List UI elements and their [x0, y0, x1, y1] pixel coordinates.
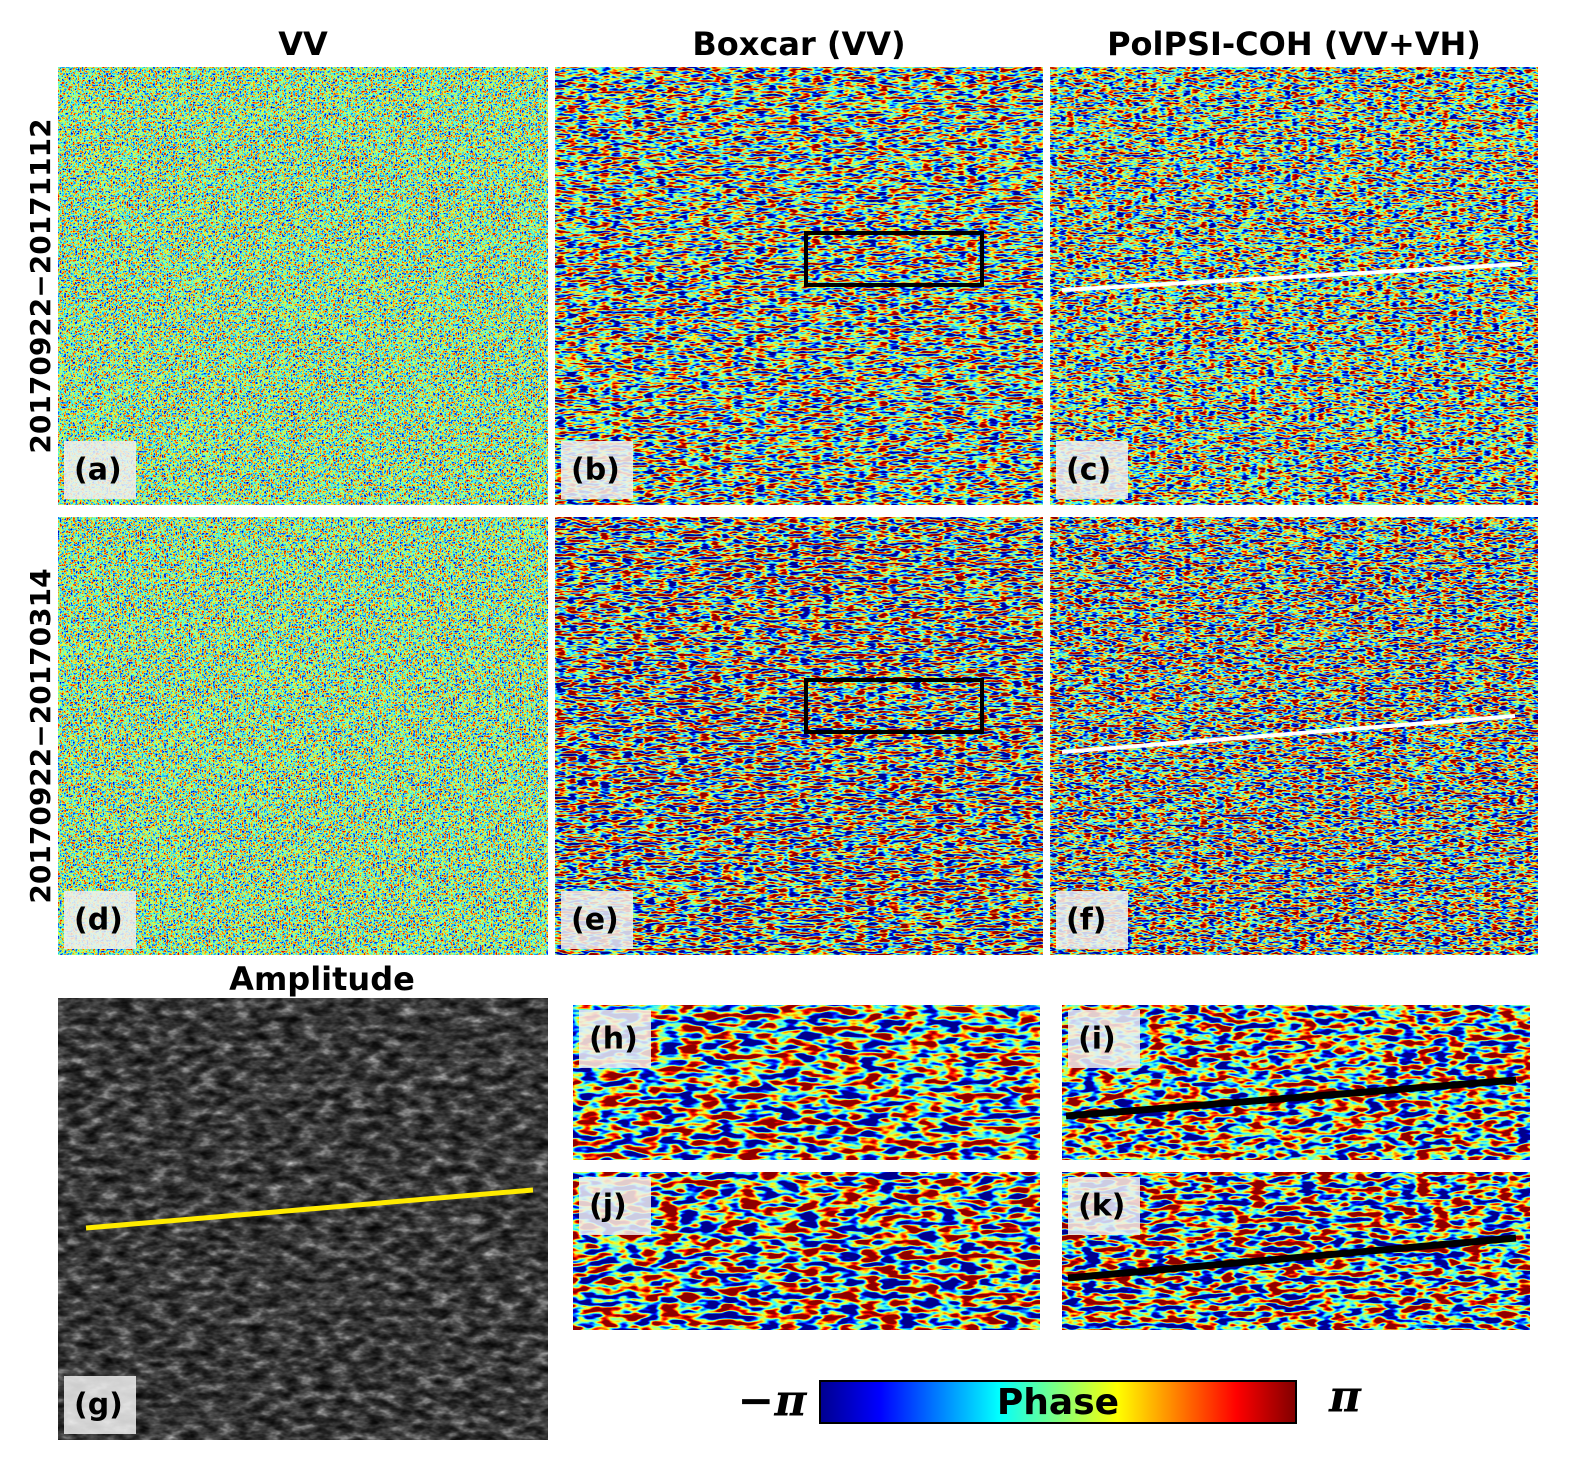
image: [555, 517, 1043, 955]
panel-label: (c): [1066, 453, 1111, 488]
panel-label: (g): [74, 1388, 123, 1423]
colorbar-min: −π: [737, 1376, 807, 1427]
colorbar: [819, 1380, 1297, 1424]
label-box: [579, 1010, 651, 1068]
row-label: 20170922−20171112: [24, 118, 57, 453]
image: [58, 67, 548, 505]
panel-label: (a): [74, 453, 122, 488]
panel-label: (f): [1066, 903, 1106, 938]
panel-label: (i): [1078, 1022, 1116, 1057]
column-title: VV: [278, 25, 328, 63]
image-panel: (e): [555, 517, 1043, 955]
amplitude-title: Amplitude: [229, 960, 415, 998]
roi-box: [804, 678, 984, 734]
image-panel: (f): [1050, 517, 1538, 955]
profile-line: [1067, 1234, 1517, 1282]
image: [58, 998, 548, 1440]
label-box: [579, 1177, 651, 1235]
label-box: [64, 441, 136, 499]
column-title: PolPSI-COH (VV+VH): [1107, 25, 1481, 63]
overlays: [85, 231, 1523, 1282]
image-panel: (g): [58, 998, 548, 1440]
profile-line: [1065, 1076, 1517, 1120]
panel-label: (b): [571, 453, 620, 488]
profile-line: [1061, 714, 1516, 754]
image-panel: (a): [58, 67, 548, 505]
roi-box: [804, 231, 984, 287]
image-panel: (d): [58, 517, 548, 955]
column-title: Boxcar (VV): [692, 25, 905, 63]
image: [58, 517, 548, 955]
row-label: 20170922−20170314: [24, 568, 57, 903]
label-box: [1056, 891, 1128, 949]
panel-label: (d): [74, 903, 123, 938]
label-box: [64, 891, 136, 949]
image-panel: (k): [1062, 1172, 1530, 1330]
colorbar-label: Phase: [997, 1382, 1119, 1423]
profile-line: [1061, 262, 1523, 292]
label-box: [1068, 1177, 1140, 1235]
image-panel: (j): [573, 1172, 1040, 1330]
label-box: [1068, 1010, 1140, 1068]
image-panel: (i): [1062, 1005, 1530, 1160]
label-box: [64, 1376, 136, 1434]
image: [1050, 517, 1538, 955]
label-box: [561, 891, 633, 949]
label-box: [561, 441, 633, 499]
colorbar-max: π: [1328, 1372, 1362, 1423]
panel-label: (e): [571, 903, 619, 938]
panel-label: (k): [1078, 1189, 1125, 1224]
label-box: [1056, 441, 1128, 499]
profile-line: [85, 1187, 534, 1231]
image-panel: (h): [573, 1005, 1040, 1160]
panel-label: (j): [589, 1189, 627, 1224]
panel-label: (h): [589, 1022, 638, 1057]
